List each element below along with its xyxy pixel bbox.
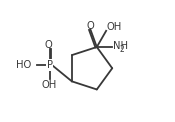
- Text: NH: NH: [113, 41, 128, 51]
- Text: O: O: [44, 40, 52, 50]
- Text: 2: 2: [120, 45, 124, 54]
- Text: O: O: [87, 21, 94, 31]
- Text: OH: OH: [42, 80, 57, 90]
- Text: HO: HO: [16, 60, 32, 70]
- Text: P: P: [47, 60, 52, 70]
- Text: OH: OH: [107, 22, 122, 32]
